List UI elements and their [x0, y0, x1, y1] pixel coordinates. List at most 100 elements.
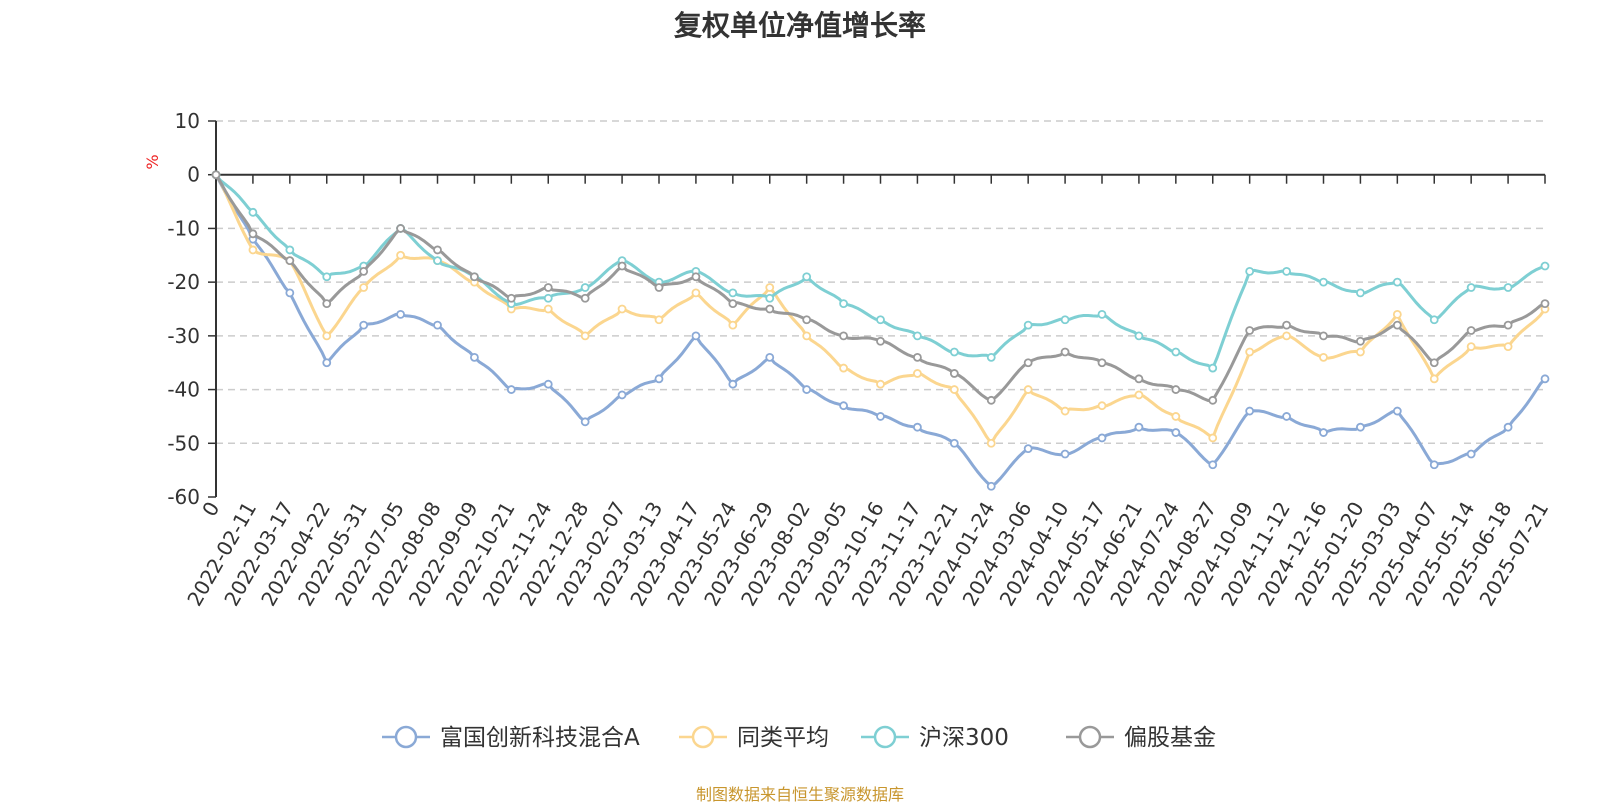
- y-tick-label: -20: [167, 270, 200, 294]
- data-point: [1060, 347, 1070, 357]
- data-point: [543, 304, 553, 314]
- series-group: [211, 170, 1550, 405]
- data-point: [248, 229, 258, 239]
- data-point: [322, 331, 332, 341]
- data-point: [839, 363, 848, 373]
- data-point: [728, 320, 738, 330]
- axes: 100-10-20-30-40-50-60%02022-02-112022-03…: [143, 109, 1553, 610]
- data-point: [396, 250, 405, 260]
- chart-title: 复权单位净值增长率: [673, 9, 926, 42]
- data-point: [1245, 326, 1255, 335]
- data-point: [691, 272, 701, 282]
- data-point: [1429, 374, 1439, 384]
- data-point: [913, 352, 922, 362]
- y-tick-label: -30: [167, 324, 200, 348]
- data-point: [470, 352, 479, 362]
- data-point: [876, 379, 885, 389]
- data-point: [949, 347, 959, 357]
- data-point: [986, 481, 996, 491]
- data-point: [1503, 283, 1513, 292]
- data-point: [433, 256, 442, 266]
- data-point: [1134, 422, 1144, 432]
- chart-canvas: 100-10-20-30-40-50-60%02022-02-112022-03…: [143, 109, 1553, 751]
- data-point: [949, 438, 959, 448]
- data-point: [1503, 320, 1513, 330]
- data-point: [1503, 342, 1513, 352]
- data-point: [1097, 358, 1107, 368]
- data-point: [913, 422, 922, 432]
- data-point: [728, 299, 738, 309]
- series-lines: [211, 170, 1550, 491]
- data-point: [359, 283, 369, 292]
- data-point: [765, 304, 775, 314]
- data-point: [654, 374, 664, 384]
- data-point: [1208, 460, 1218, 470]
- data-point: [1319, 331, 1328, 341]
- data-point: [580, 417, 590, 427]
- data-point: [248, 207, 258, 217]
- data-point: [1466, 326, 1476, 335]
- data-point: [1429, 460, 1439, 470]
- data-point: [839, 401, 848, 411]
- data-point: [1060, 449, 1070, 459]
- legend-item[interactable]: 沪深300: [861, 725, 1009, 751]
- data-point: [285, 256, 295, 266]
- data-point: [1023, 385, 1033, 394]
- legend-marker-icon: [394, 725, 418, 749]
- data-point: [1356, 347, 1365, 357]
- data-point: [765, 293, 775, 303]
- data-point: [1245, 347, 1255, 357]
- data-point: [1319, 428, 1328, 437]
- data-point: [1356, 336, 1365, 346]
- data-point: [654, 315, 664, 325]
- y-tick-label: 0: [187, 163, 200, 187]
- grid-lines: [216, 120, 1545, 445]
- data-point: [802, 315, 812, 325]
- data-point: [1429, 358, 1439, 368]
- data-point: [543, 379, 553, 389]
- data-point: [248, 245, 258, 255]
- data-point: [580, 283, 590, 292]
- data-point: [839, 299, 848, 309]
- data-point: [1208, 433, 1218, 443]
- series-group: [211, 170, 1550, 373]
- data-point: [765, 352, 775, 362]
- legend[interactable]: 富国创新科技混合A 同类平均 沪深300 偏股基金: [382, 725, 1216, 751]
- data-point: [617, 390, 627, 400]
- legend-item[interactable]: 偏股基金: [1066, 725, 1216, 751]
- data-point: [433, 245, 442, 255]
- legend-label: 富国创新科技混合A: [440, 725, 640, 751]
- data-point: [1392, 277, 1402, 287]
- data-point: [506, 293, 516, 303]
- data-point: [802, 385, 812, 394]
- data-point: [1319, 352, 1328, 362]
- data-point: [322, 358, 332, 368]
- data-point: [728, 288, 738, 298]
- legend-item[interactable]: 富国创新科技混合A: [382, 725, 640, 751]
- data-point: [1282, 266, 1291, 276]
- data-point: [1282, 412, 1291, 421]
- data-point: [359, 266, 369, 276]
- data-point: [876, 315, 885, 325]
- data-point: [322, 272, 332, 282]
- data-point: [1392, 406, 1402, 416]
- data-point: [1097, 309, 1107, 319]
- data-point: [691, 288, 701, 298]
- data-point: [876, 336, 885, 346]
- data-point: [617, 304, 627, 314]
- legend-item[interactable]: 同类平均: [679, 725, 829, 751]
- data-point: [1319, 277, 1328, 287]
- series-line: [214, 173, 1547, 445]
- data-point: [433, 320, 442, 330]
- series-line: [214, 174, 1547, 488]
- data-point: [285, 288, 295, 298]
- y-tick-label: -40: [167, 378, 200, 402]
- data-point: [986, 352, 996, 362]
- data-point: [913, 331, 922, 341]
- data-point: [691, 331, 701, 341]
- data-point: [1023, 358, 1033, 368]
- data-point: [949, 385, 959, 394]
- data-point: [1540, 261, 1550, 271]
- data-point: [1282, 320, 1291, 330]
- data-point: [986, 438, 996, 448]
